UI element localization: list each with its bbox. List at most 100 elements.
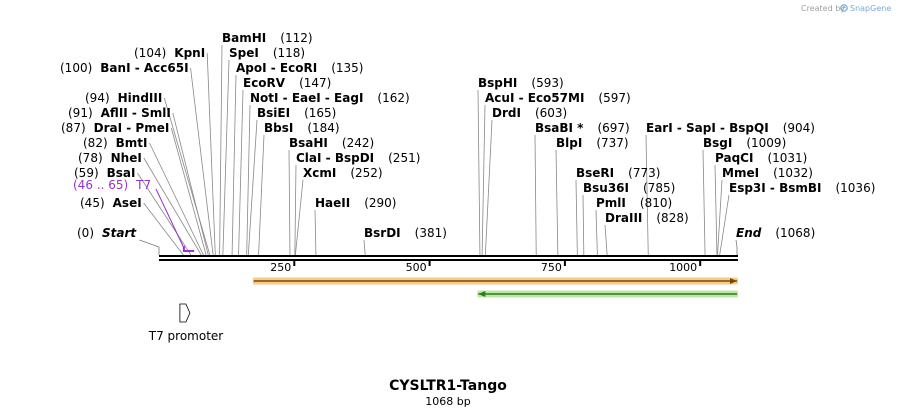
site-label-2[interactable]: (59) BsaI [74,166,136,180]
site-label-13[interactable]: EcoRV (147) [243,76,331,90]
site-name: BanI - Acc65I [100,61,188,75]
site-position: (94) [85,91,110,105]
primer-name: T7 [135,178,151,192]
site-connector-25 [534,134,537,256]
site-connector-8 [190,67,214,256]
site-label-8[interactable]: (100) BanI - Acc65I [60,61,189,75]
site-name: NotI - EaeI - EagI [250,91,363,105]
site-label-15[interactable]: BsiEI (165) [257,106,336,120]
site-position: (290) [364,196,396,210]
site-label-1[interactable]: (45) AseI [80,196,142,210]
site-name: DraIII [605,211,642,225]
backbone-group [159,255,738,261]
site-position: (184) [307,121,339,135]
site-label-22[interactable]: BspHI (593) [478,76,564,90]
site-label-25[interactable]: BsaBI * (697) [535,121,630,135]
site-position: (593) [531,76,563,90]
site-label-6[interactable]: (91) AflII - SmlI [68,106,171,120]
site-label-10[interactable]: BamHI (112) [222,31,313,45]
promoter-icon[interactable] [179,303,191,323]
site-label-30[interactable]: DraIII (828) [605,211,689,225]
site-position: (118) [273,46,305,60]
site-connector-19 [294,179,304,256]
site-label-5[interactable]: (87) DraI - PmeI [61,121,169,135]
site-label-16[interactable]: BbsI (184) [264,121,340,135]
site-name: KpnI [174,46,205,60]
site-connector-0 [139,239,160,255]
site-label-9[interactable]: (104) KpnI [134,46,205,60]
primer-binding-mark[interactable] [182,246,195,252]
site-position: (251) [388,151,420,165]
site-label-17[interactable]: BsaHI (242) [289,136,374,150]
site-position: (1068) [775,226,815,240]
site-name: ClaI - BspDI [296,151,374,165]
site-label-27[interactable]: BseRI (773) [576,166,660,180]
site-name: HindIII [118,91,163,105]
site-connector-27 [575,179,578,256]
site-name: AcuI - Eco57MI [485,91,584,105]
site-label-18[interactable]: ClaI - BspDI (251) [296,151,420,165]
site-label-33[interactable]: PaqCI (1031) [715,151,807,165]
site-label-35[interactable]: Esp3I - BsmBI (1036) [729,181,875,195]
site-label-11[interactable]: SpeI (118) [229,46,305,60]
tick-label-0: 250 [270,261,291,274]
site-label-28[interactable]: Bsu36I (785) [583,181,675,195]
site-connector-29 [595,209,598,256]
primer-position: (46 .. 65) [73,178,128,192]
site-name: BsgI [703,136,732,150]
site-label-31[interactable]: EarI - SapI - BspQI (904) [646,121,815,135]
map-title: CYSLTR1-Tango 1068 bp [389,378,507,408]
site-name: BsaBI * [535,121,584,135]
site-position: (697) [597,121,629,135]
site-position: (1009) [746,136,786,150]
site-name: DrdI [492,106,521,120]
site-label-4[interactable]: (82) BmtI [83,136,148,150]
site-label-34[interactable]: MmeI (1032) [722,166,813,180]
site-connector-12 [231,74,237,256]
site-name: BsaHI [289,136,328,150]
tick-label-3: 1000 [669,261,697,274]
site-name: SpeI [229,46,259,60]
site-label-26[interactable]: BlpI (737) [556,136,629,150]
site-position: (45) [80,196,105,210]
plasmid-name: CYSLTR1-Tango [389,378,507,394]
site-label-20[interactable]: HaeII (290) [315,196,397,210]
site-name: BspHI [478,76,517,90]
site-label-36[interactable]: End (1068) [736,226,815,240]
watermark-prefix: Created by [801,4,845,13]
site-label-24[interactable]: DrdI (603) [492,106,567,120]
tick-label-1: 500 [406,261,427,274]
site-position: (381) [415,226,447,240]
site-connector-22 [477,89,481,256]
site-label-7[interactable]: (94) HindIII [85,91,162,105]
site-label-23[interactable]: AcuI - Eco57MI (597) [485,91,631,105]
site-label-19[interactable]: XcmI (252) [303,166,383,180]
site-position: (737) [596,136,628,150]
site-connector-36 [735,239,738,255]
promoter-label[interactable]: T7 promoter [148,329,224,343]
tick-label-2: 750 [541,261,562,274]
site-name: XcmI [303,166,336,180]
site-position: (904) [783,121,815,135]
site-position: (78) [78,151,103,165]
site-label-14[interactable]: NotI - EaeI - EagI (162) [250,91,410,105]
site-connector-35 [719,194,730,256]
site-name: BamHI [222,31,266,45]
site-label-3[interactable]: (78) NheI [78,151,142,165]
primer-group: (46 .. 65) T7 [73,178,195,252]
site-label-12[interactable]: ApoI - EcoRI (135) [236,61,363,75]
site-name: MmeI [722,166,759,180]
site-connector-9 [206,52,216,256]
site-label-0[interactable]: (0) Start [77,226,137,240]
position-ticks: 250 500 750 1000 [270,261,702,274]
site-name: HaeII [315,196,350,210]
site-name: PmlI [596,196,626,210]
site-connector-10 [219,44,223,256]
site-label-21[interactable]: BsrDI (381) [364,226,447,240]
site-position: (147) [299,76,331,90]
site-label-29[interactable]: PmlI (810) [596,196,672,210]
site-label-32[interactable]: BsgI (1009) [703,136,786,150]
primer-label[interactable]: (46 .. 65) T7 [73,178,151,192]
site-connector-33 [714,164,718,256]
site-name: Bsu36I [583,181,629,195]
